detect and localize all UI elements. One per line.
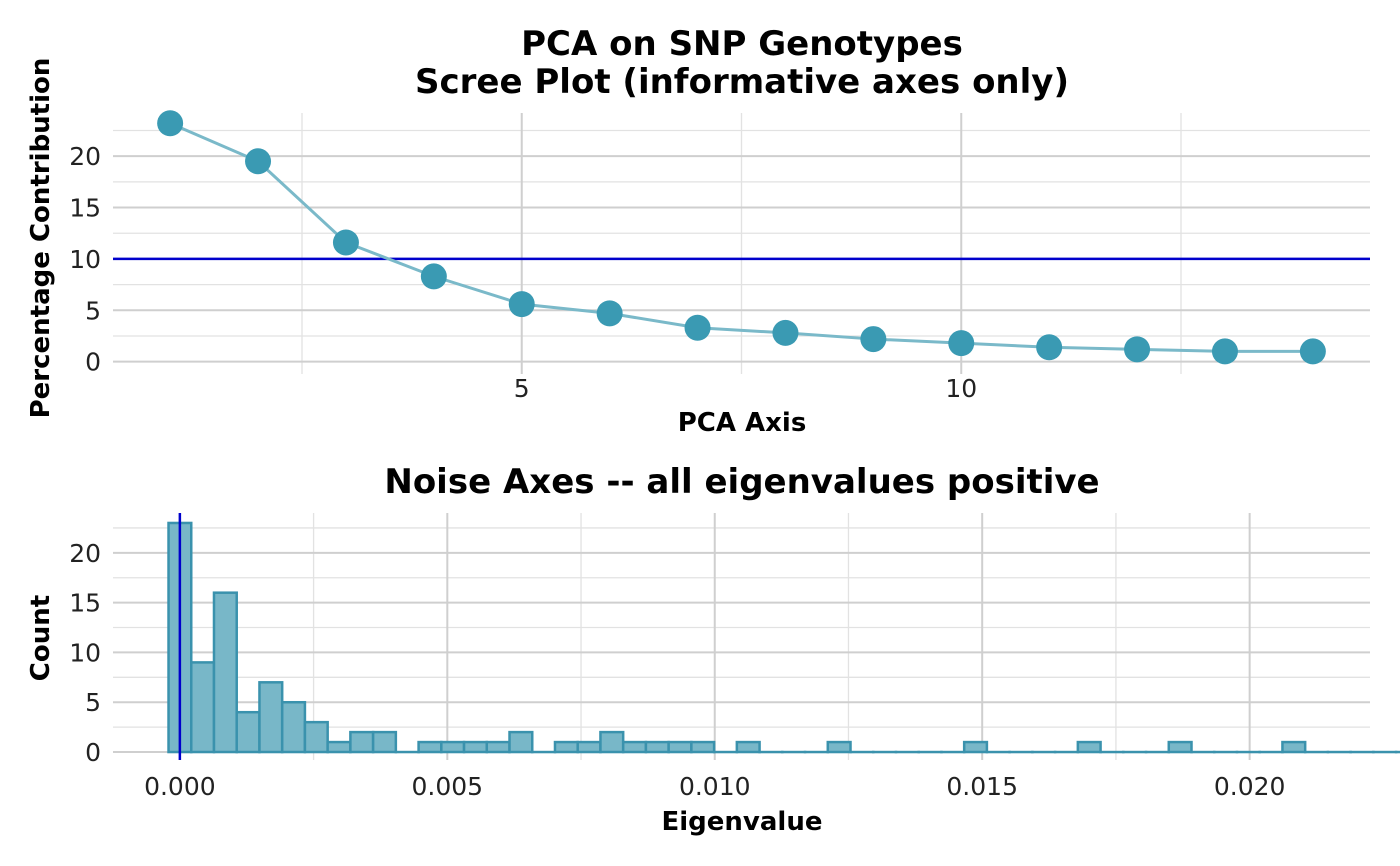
scree-point <box>157 110 184 137</box>
scree-point <box>245 148 272 175</box>
histogram-y-tick-label: 10 <box>69 638 101 667</box>
histogram-bar <box>258 681 284 754</box>
scree-plot-panel: PCA on SNP Genotypes Scree Plot (informa… <box>26 24 1370 438</box>
scree-x-axis-title: PCA Axis <box>678 408 807 438</box>
histogram-bar <box>1167 740 1193 754</box>
histogram-bar <box>371 730 398 754</box>
histogram-bars <box>167 521 1400 754</box>
scree-y-tick-label: 0 <box>85 348 101 377</box>
histogram-y-tick-label: 20 <box>69 539 101 568</box>
scree-title: PCA on SNP Genotypes <box>521 24 963 64</box>
histogram-x-tick-label: 0.015 <box>946 772 1018 801</box>
histogram-bar <box>553 740 579 754</box>
scree-series <box>157 110 1326 365</box>
histogram-bar <box>576 740 602 754</box>
histogram-bar <box>826 740 852 754</box>
histogram-x-tick-label: 0.020 <box>1214 772 1286 801</box>
histogram-bar <box>280 700 307 754</box>
histogram-y-tick-label: 15 <box>69 589 101 618</box>
scree-point <box>948 330 975 357</box>
scree-point <box>1211 338 1238 365</box>
scree-y-tick-label: 10 <box>69 245 101 274</box>
histogram-y-tick-label: 0 <box>85 738 101 767</box>
histogram-bar <box>621 740 648 754</box>
histogram-bar <box>599 730 625 754</box>
scree-point <box>420 263 447 290</box>
scree-y-tick-label: 5 <box>85 296 101 325</box>
histogram-bar <box>235 710 261 754</box>
histogram-x-tick-label: 0.010 <box>679 772 751 801</box>
histogram-x-axis-title: Eigenvalue <box>662 807 823 837</box>
histogram-bar <box>212 591 238 754</box>
histogram-bar <box>485 740 511 754</box>
histogram-bar <box>326 740 352 754</box>
histogram-bar <box>667 740 693 754</box>
scree-point <box>1124 336 1151 363</box>
histogram-x-ticks: 0.000 0.005 0.010 0.015 0.020 <box>144 772 1285 801</box>
histogram-bar <box>1281 740 1307 754</box>
histogram-bar <box>190 661 216 754</box>
scree-y-tick-label: 20 <box>69 142 101 171</box>
scree-x-tick-label: 5 <box>514 374 530 403</box>
scree-point <box>772 319 799 346</box>
histogram-bar <box>1076 740 1102 754</box>
scree-x-ticks: 5 10 <box>514 374 977 403</box>
histogram-panel: Noise Axes -- all eigenvalues positive 0… <box>26 462 1400 837</box>
scree-y-tick-label: 15 <box>69 194 101 223</box>
histogram-grid <box>113 513 1370 760</box>
histogram-bar <box>690 740 716 754</box>
scree-point <box>1036 334 1063 361</box>
scree-point <box>596 300 623 327</box>
histogram-y-tick-label: 5 <box>85 688 101 717</box>
histogram-bar <box>644 740 670 754</box>
histogram-bar <box>303 720 329 754</box>
histogram-bar <box>349 730 375 754</box>
histogram-bar <box>735 740 761 754</box>
scree-point <box>860 326 887 353</box>
scree-point <box>508 291 535 318</box>
scree-y-axis-title: Percentage Contribution <box>26 58 56 419</box>
histogram-bar <box>462 740 489 754</box>
histogram-x-tick-label: 0.000 <box>144 772 216 801</box>
histogram-bar <box>417 740 443 754</box>
scree-point <box>1299 338 1326 365</box>
scree-subtitle: Scree Plot (informative axes only) <box>415 62 1069 102</box>
scree-x-tick-label: 10 <box>945 374 977 403</box>
scree-point <box>684 314 711 341</box>
histogram-y-ticks: 0 5 10 15 20 <box>69 539 101 767</box>
scree-point <box>332 229 359 256</box>
scree-line <box>169 121 1313 353</box>
histogram-y-axis-title: Count <box>26 595 56 681</box>
histogram-bar <box>440 740 466 754</box>
histogram-title: Noise Axes -- all eigenvalues positive <box>384 462 1099 502</box>
scree-y-ticks: 0 5 10 15 20 <box>69 142 101 377</box>
scree-grid <box>113 113 1370 374</box>
histogram-bar <box>508 730 534 754</box>
histogram-bar <box>962 740 989 754</box>
histogram-x-tick-label: 0.005 <box>412 772 484 801</box>
